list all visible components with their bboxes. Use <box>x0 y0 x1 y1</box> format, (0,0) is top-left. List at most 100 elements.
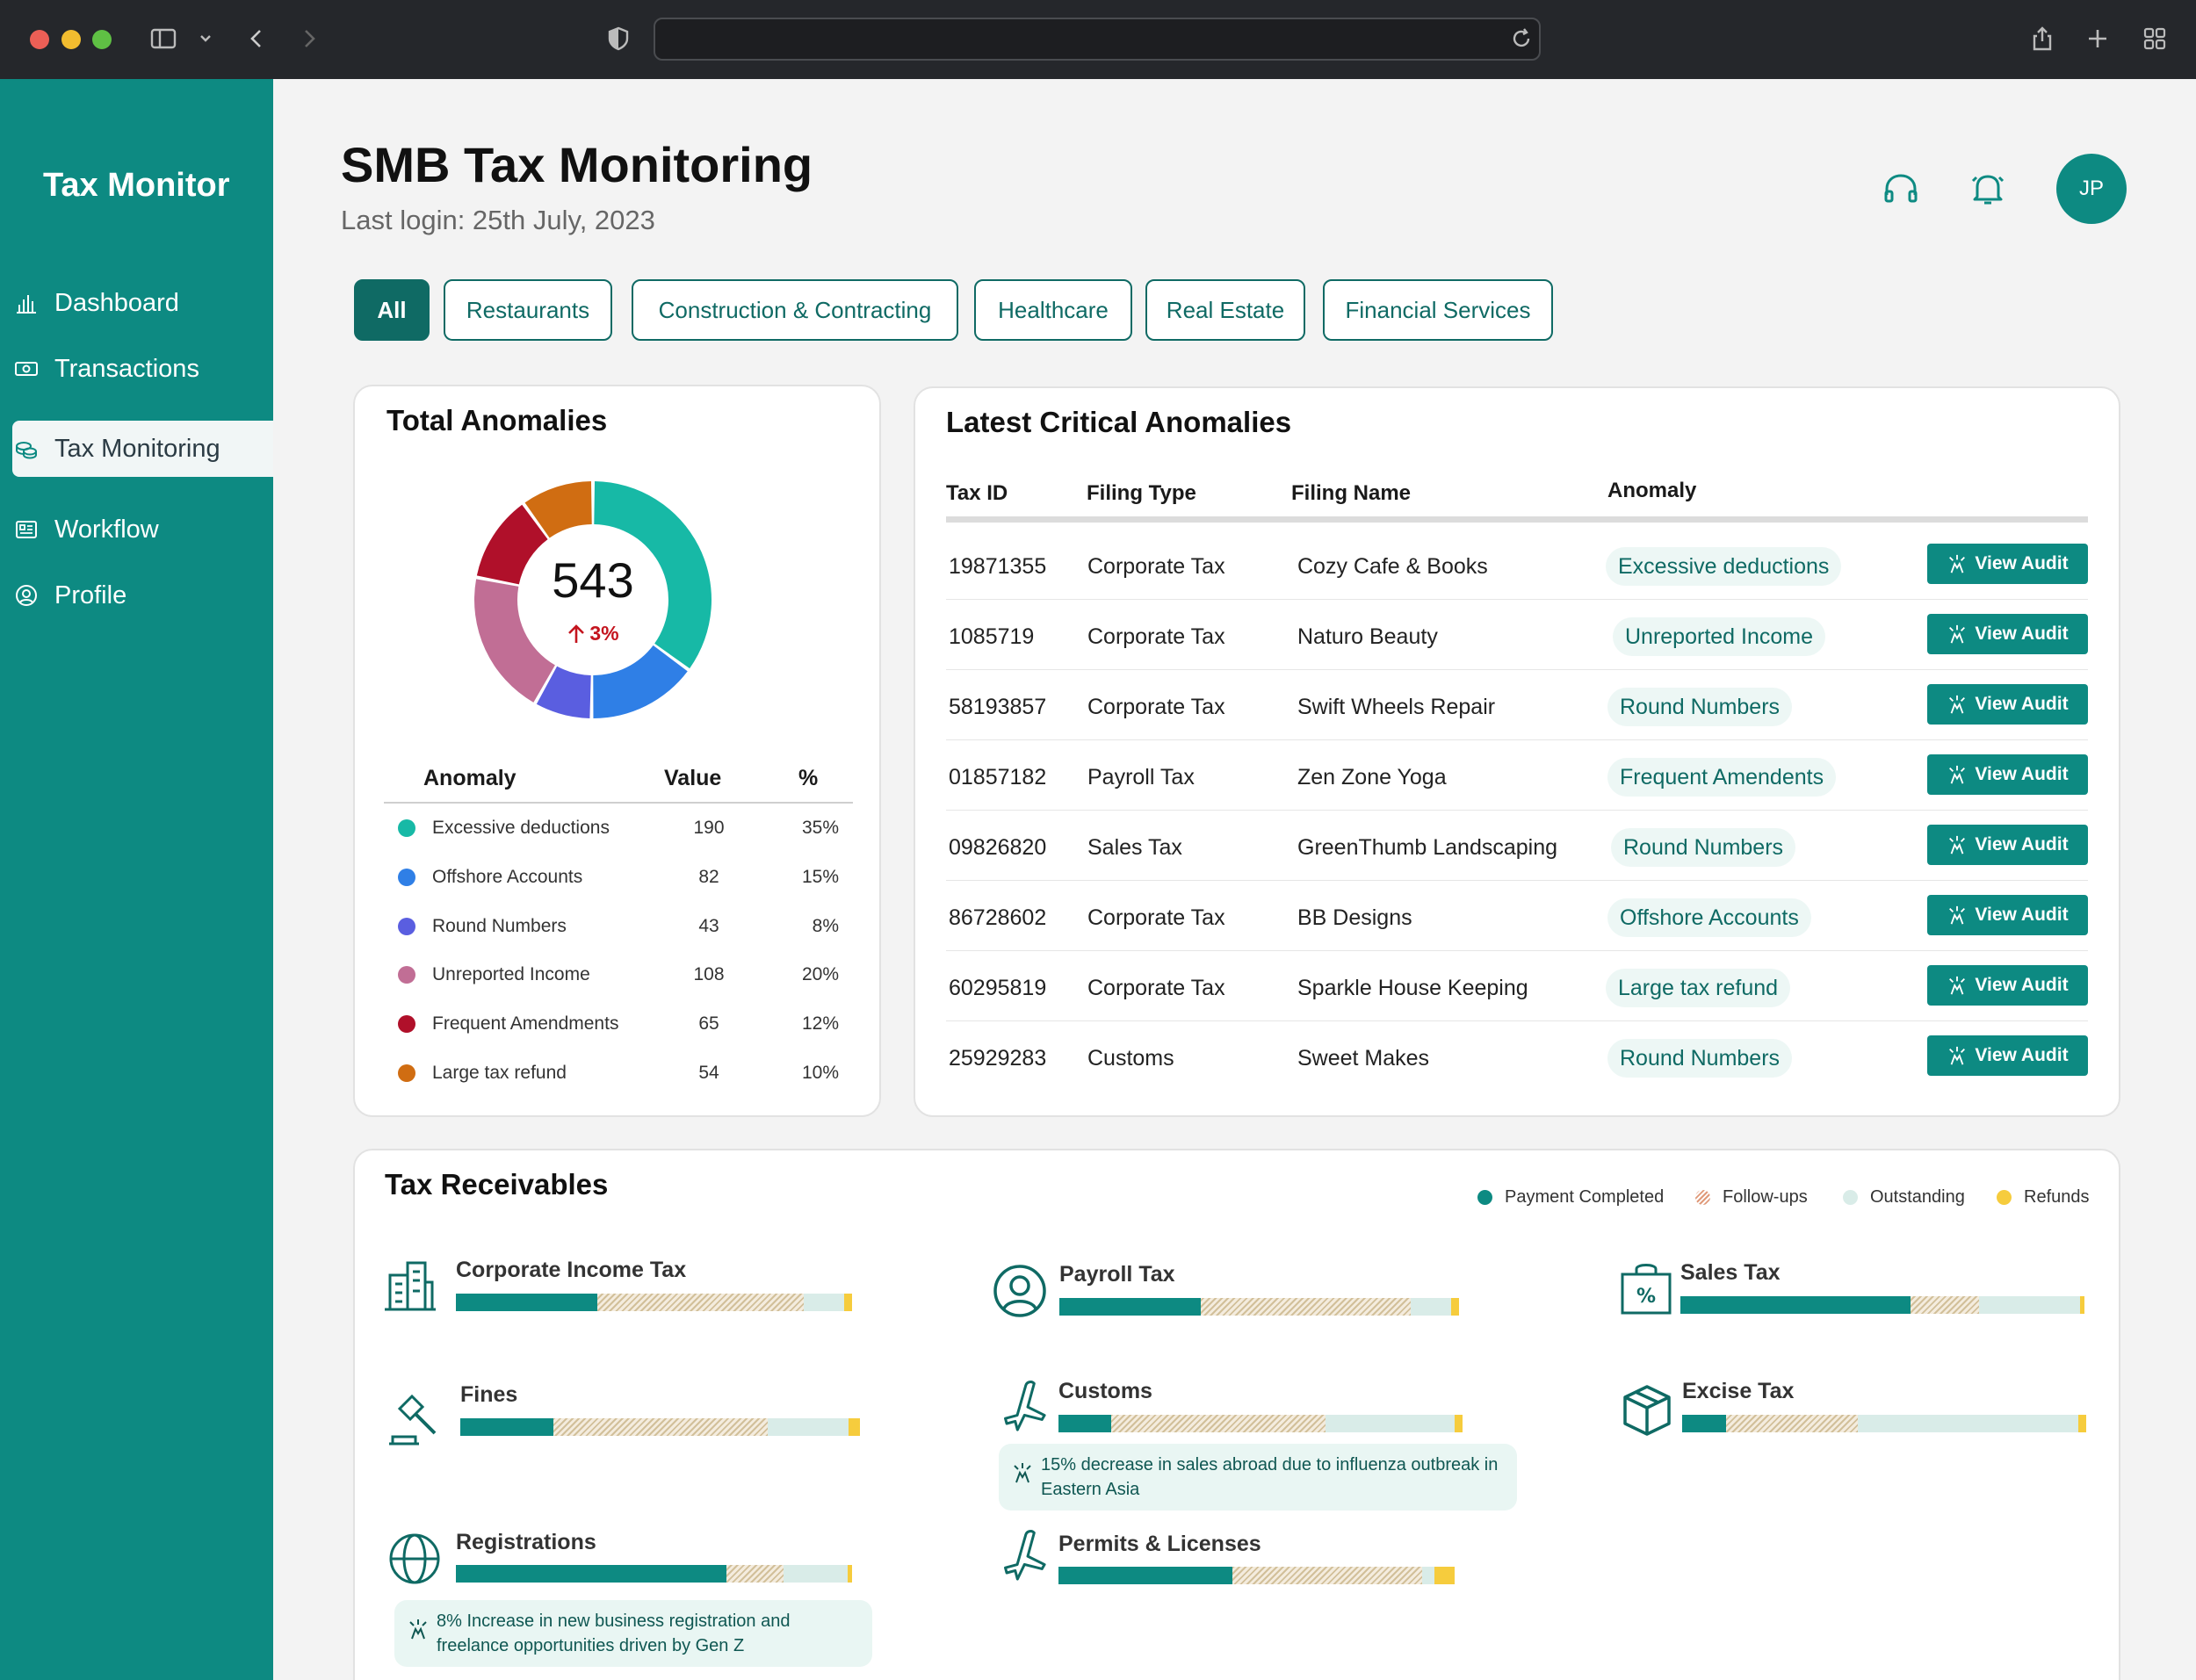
view-audit-button[interactable]: View Audit <box>1927 614 2088 654</box>
insight-icon <box>1949 554 1966 573</box>
sidebar-item-workflow[interactable]: Workflow <box>12 501 273 558</box>
filter-chip-all[interactable]: All <box>354 279 430 341</box>
new-tab-icon[interactable] <box>2084 25 2112 53</box>
tax-id-cell: 60295819 <box>949 976 1047 1000</box>
anomaly-percent: 15% <box>801 866 839 887</box>
tab-overview-icon[interactable] <box>2141 25 2169 53</box>
minimize-window-button[interactable] <box>61 30 81 49</box>
follow-ups-segment <box>1110 1415 1326 1432</box>
donut-slice-unreported-income <box>474 579 555 703</box>
sidebar-item-transactions[interactable]: Transactions <box>12 341 273 397</box>
person-icon <box>993 1265 1046 1317</box>
follow-ups-segment <box>1726 1415 1859 1432</box>
payment-completed-segment <box>460 1418 553 1436</box>
registrations-note-text: 8% Increase in new business registration… <box>437 1612 791 1655</box>
view-audit-button[interactable]: View Audit <box>1927 754 2088 795</box>
filing-name-cell: Swift Wheels Repair <box>1297 695 1496 719</box>
maximize-window-button[interactable] <box>92 30 112 49</box>
anomaly-tag: Offshore Accounts <box>1607 898 1811 937</box>
outstanding-segment <box>767 1418 849 1436</box>
view-audit-label: View Audit <box>1975 764 2069 784</box>
anomaly-tag: Round Numbers <box>1607 688 1793 726</box>
payment-completed-segment <box>456 1294 597 1311</box>
sidebar-toggle-icon[interactable] <box>149 25 177 53</box>
back-icon[interactable] <box>242 25 271 53</box>
legend-outstanding: Outstanding <box>1843 1187 1965 1208</box>
anomaly-tag: Frequent Amendents <box>1607 758 1837 797</box>
view-audit-button[interactable]: View Audit <box>1927 965 2088 1006</box>
legend-label: Refunds <box>2024 1187 2090 1207</box>
insight-icon <box>1949 905 1966 925</box>
receivable-bar-registrations <box>456 1565 860 1583</box>
avatar[interactable]: JP <box>2056 154 2127 224</box>
payment-completed-segment <box>456 1565 727 1583</box>
follow-ups-segment <box>1232 1567 1422 1584</box>
refunds-segment <box>1434 1567 1455 1584</box>
anomaly-column-header: Anomaly <box>1607 479 1697 502</box>
workflow-icon <box>16 521 37 538</box>
sales-tax-label: Sales Tax <box>1680 1260 1781 1285</box>
insight-icon <box>409 1619 427 1640</box>
table-divider <box>384 802 853 804</box>
filter-chip-financial-services[interactable]: Financial Services <box>1323 279 1553 341</box>
view-audit-button[interactable]: View Audit <box>1927 1035 2088 1076</box>
anomaly-row: Unreported Income 108 20% <box>384 952 853 1001</box>
share-icon[interactable] <box>2028 25 2056 53</box>
filter-chip-real-estate[interactable]: Real Estate <box>1145 279 1305 341</box>
outstanding-segment <box>1411 1298 1452 1316</box>
view-audit-button[interactable]: View Audit <box>1927 544 2088 584</box>
filing-type-cell: Corporate Tax <box>1087 905 1225 930</box>
insight-icon <box>1949 624 1966 644</box>
bell-icon[interactable] <box>1966 167 2010 211</box>
headphones-icon[interactable] <box>1879 167 1923 211</box>
legend-payment-completed: Payment Completed <box>1477 1187 1664 1208</box>
filter-chip-healthcare[interactable]: Healthcare <box>974 279 1132 341</box>
sidebar-item-dashboard[interactable]: Dashboard <box>12 275 273 331</box>
sidebar-item-profile[interactable]: Profile <box>12 567 273 624</box>
customs-insight-note: 15% decrease in sales abroad due to infl… <box>999 1444 1517 1511</box>
anomaly-value: 65 <box>698 1013 719 1035</box>
payroll-tax-label: Payroll Tax <box>1059 1262 1175 1287</box>
filing-name-cell: BB Designs <box>1297 905 1412 930</box>
payment-completed-segment <box>1682 1415 1727 1432</box>
filing-type-cell: Payroll Tax <box>1087 765 1195 790</box>
payment-completed-segment <box>1680 1296 1911 1314</box>
outstanding-segment <box>783 1565 849 1583</box>
filing-type-cell: Corporate Tax <box>1087 624 1225 649</box>
view-audit-label: View Audit <box>1975 624 2069 644</box>
tax-id-cell: 25929283 <box>949 1046 1047 1071</box>
registrations-insight-note: 8% Increase in new business registration… <box>394 1600 872 1667</box>
donut-slice-offshore-accounts <box>593 645 688 718</box>
filter-chip-construction[interactable]: Construction & Contracting <box>632 279 958 341</box>
forward-icon[interactable] <box>295 25 323 53</box>
reload-icon[interactable] <box>1507 25 1535 53</box>
anomaly-percent: 35% <box>801 818 839 838</box>
series-swatch <box>398 819 415 837</box>
legend-label: Follow-ups <box>1723 1187 1808 1207</box>
table-row: 60295819 Corporate Tax Sparkle House Keepi… <box>946 951 2088 1021</box>
filing-name-cell: Zen Zone Yoga <box>1297 765 1447 790</box>
refunds-segment <box>2080 1296 2084 1314</box>
value-column-header: Value <box>664 766 722 790</box>
sidebar: Tax Monitor Dashboard Transactions Tax M… <box>0 79 273 1680</box>
filter-chip-restaurants[interactable]: Restaurants <box>444 279 612 341</box>
fines-label: Fines <box>460 1382 518 1407</box>
arrow-up-icon <box>568 624 585 643</box>
follow-ups-segment <box>553 1418 768 1436</box>
anomaly-tag: Round Numbers <box>1607 1039 1793 1078</box>
browser-toolbar <box>0 0 2196 79</box>
insight-icon <box>1949 765 1966 784</box>
filing-name-cell: Cozy Cafe & Books <box>1297 554 1488 579</box>
view-audit-button[interactable]: View Audit <box>1927 825 2088 865</box>
refunds-segment <box>843 1294 852 1311</box>
sidebar-item-tax-monitoring[interactable]: Tax Monitoring <box>12 421 273 477</box>
tax-id-column-header: Tax ID <box>946 481 1008 505</box>
last-login-text: Last login: 25th July, 2023 <box>341 205 655 235</box>
view-audit-button[interactable]: View Audit <box>1927 684 2088 725</box>
address-bar[interactable] <box>654 18 1541 61</box>
view-audit-button[interactable]: View Audit <box>1927 895 2088 935</box>
receivable-bar-corporate-income-tax <box>456 1294 860 1311</box>
anomaly-tag: Excessive deductions <box>1606 547 1842 586</box>
chevron-down-icon[interactable] <box>191 25 220 53</box>
close-window-button[interactable] <box>30 30 49 49</box>
